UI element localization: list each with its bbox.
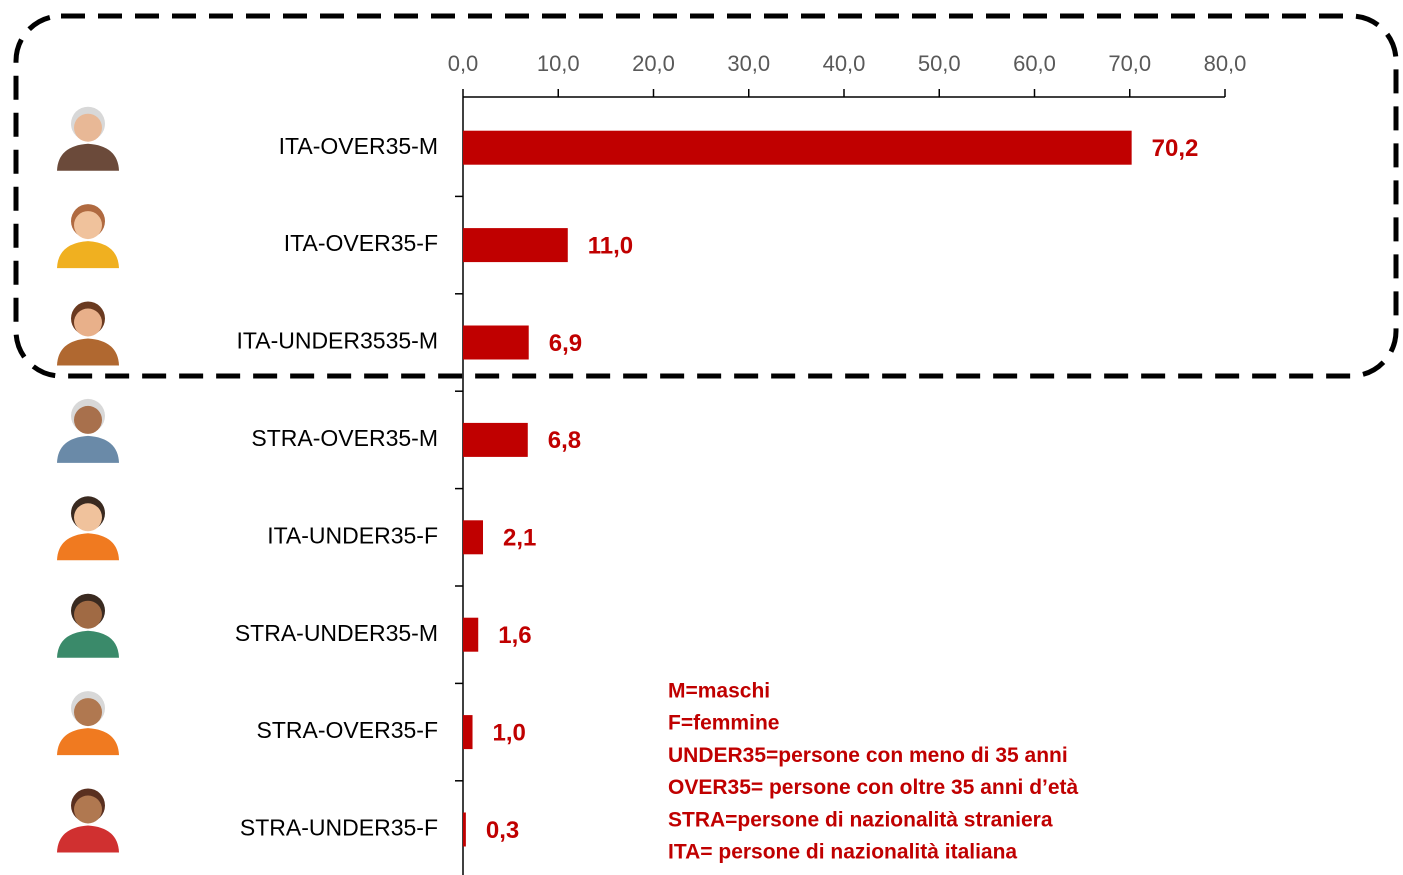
x-tick-label: 30,0 [727,51,770,76]
value-label: 6,8 [548,427,581,454]
avatar-body [57,826,119,853]
bar [463,131,1132,165]
x-tick-label: 20,0 [632,51,675,76]
avatar-body [57,241,119,268]
value-label: 6,9 [549,330,582,357]
bar [463,520,483,554]
avatar-body [57,144,119,171]
bar [463,618,478,652]
value-label: 11,0 [588,232,633,259]
value-label: 1,0 [493,719,526,746]
avatar-body [57,533,119,560]
y-tick-label: ITA-OVER35-F [284,230,438,256]
y-tick-label: STRA-OVER35-F [257,717,438,743]
chart: 0,0 10,0 20,0 30,0 40,0 50,0 60,0 70,0 80,0 ITA-O… [0,0,1403,875]
x-tick-label: 70,0 [1108,51,1151,76]
avatar-body [57,436,119,463]
value-label: 0,3 [486,817,519,844]
bar [463,423,528,457]
avatar-head [74,503,102,531]
avatar-head [74,309,102,337]
y-tick-label: ITA-UNDER3535-M [237,328,439,354]
annotation: STRA=persone di nazionalità straniera [668,808,1053,831]
bar [463,228,568,262]
avatar-head [74,796,102,824]
avatar-head [74,698,102,726]
avatar-body [57,631,119,658]
avatar-head [74,601,102,629]
annotation: M=maschi [668,680,770,703]
bar [463,326,529,360]
bar [463,813,466,847]
y-tick-label: STRA-UNDER35-F [240,815,438,841]
annotation: OVER35= persone con oltre 35 anni d’età [668,776,1079,799]
x-tick-label: 0,0 [448,51,479,76]
avatar-body [57,339,119,366]
value-label: 2,1 [503,525,536,552]
avatar-head [74,114,102,142]
avatar-head [74,406,102,434]
avatar-body [57,728,119,755]
y-tick-label: ITA-OVER35-M [279,133,438,159]
y-tick-label: STRA-UNDER35-M [235,620,438,646]
annotation: UNDER35=persone con meno di 35 anni [668,744,1068,767]
x-tick-label: 50,0 [918,51,961,76]
annotation: F=femmine [668,712,779,735]
y-tick-label: STRA-OVER35-M [251,425,438,451]
y-tick-label: ITA-UNDER35-F [267,522,438,548]
value-label: 1,6 [498,622,531,649]
bar [463,715,473,749]
x-tick-label: 60,0 [1013,51,1056,76]
x-tick-label: 80,0 [1204,51,1247,76]
x-tick-label: 10,0 [537,51,580,76]
avatar-head [74,211,102,239]
annotation: ITA= persone di nazionalità italiana [668,841,1017,864]
x-tick-label: 40,0 [823,51,866,76]
value-label: 70,2 [1152,135,1199,162]
highlight-frame [16,16,1396,376]
